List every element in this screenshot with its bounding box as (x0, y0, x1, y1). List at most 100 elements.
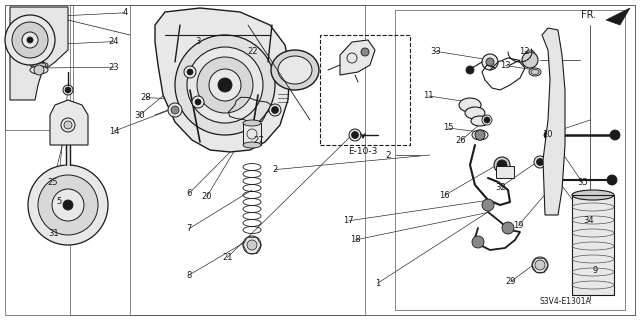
Text: 34: 34 (584, 216, 594, 225)
Circle shape (247, 129, 257, 139)
Circle shape (168, 103, 182, 117)
Circle shape (247, 240, 257, 250)
Circle shape (349, 129, 361, 141)
Circle shape (27, 37, 33, 43)
Text: 6: 6 (186, 189, 191, 198)
Text: 1: 1 (375, 279, 380, 288)
Circle shape (34, 65, 44, 75)
Bar (243, 123, 261, 145)
Circle shape (184, 66, 196, 78)
Text: 30: 30 (134, 111, 145, 120)
Text: 35: 35 (577, 178, 588, 187)
Circle shape (482, 115, 492, 125)
Circle shape (482, 199, 494, 211)
Text: 23: 23 (109, 63, 119, 72)
Circle shape (351, 132, 358, 139)
Circle shape (32, 33, 46, 47)
Circle shape (192, 96, 204, 108)
Circle shape (536, 158, 543, 165)
Circle shape (63, 200, 73, 210)
Circle shape (28, 165, 108, 245)
Text: 28: 28 (141, 93, 151, 102)
Circle shape (171, 106, 179, 114)
Circle shape (269, 104, 281, 116)
Text: 10: 10 (542, 130, 552, 139)
Circle shape (195, 99, 201, 105)
Text: 22: 22 (248, 47, 258, 56)
Circle shape (532, 257, 548, 273)
Circle shape (22, 32, 38, 48)
Text: S3V4-E1301A: S3V4-E1301A (539, 298, 591, 307)
Polygon shape (155, 8, 290, 152)
Ellipse shape (243, 142, 261, 148)
Text: 12: 12 (520, 47, 530, 56)
Text: 4: 4 (122, 8, 127, 17)
Circle shape (271, 107, 278, 114)
Text: 8: 8 (186, 271, 191, 280)
Circle shape (549, 184, 557, 192)
Circle shape (475, 130, 485, 140)
Ellipse shape (30, 62, 48, 68)
Circle shape (535, 260, 545, 270)
Circle shape (218, 78, 232, 92)
Text: 32: 32 (495, 183, 506, 192)
Circle shape (494, 157, 510, 173)
Text: 26: 26 (456, 136, 466, 145)
Circle shape (12, 22, 48, 58)
Ellipse shape (278, 56, 312, 84)
Polygon shape (340, 40, 375, 75)
Ellipse shape (243, 120, 261, 126)
Circle shape (482, 54, 498, 70)
Text: 17: 17 (344, 216, 354, 225)
Circle shape (61, 118, 75, 132)
Polygon shape (606, 8, 630, 25)
Circle shape (5, 15, 55, 65)
Text: 19: 19 (513, 221, 524, 230)
Polygon shape (10, 7, 68, 100)
Text: 2: 2 (385, 150, 391, 159)
Text: 5: 5 (56, 197, 61, 206)
Text: 29: 29 (506, 277, 516, 286)
Circle shape (607, 175, 617, 185)
Bar (320, 35, 410, 145)
Circle shape (175, 35, 275, 135)
Text: 31: 31 (48, 229, 58, 238)
Text: 33: 33 (430, 47, 440, 56)
Circle shape (187, 47, 263, 123)
Bar (572, 195, 614, 295)
Text: 20: 20 (202, 192, 212, 201)
Circle shape (52, 189, 84, 221)
Circle shape (209, 69, 241, 101)
Circle shape (472, 236, 484, 248)
Circle shape (525, 50, 535, 60)
Text: 13: 13 (500, 61, 511, 70)
Text: 25: 25 (48, 178, 58, 187)
Circle shape (243, 236, 261, 254)
Bar (395, 10, 625, 310)
Ellipse shape (32, 63, 46, 67)
Circle shape (522, 52, 538, 68)
Circle shape (361, 48, 369, 56)
Circle shape (38, 175, 98, 235)
Circle shape (544, 131, 552, 139)
Circle shape (534, 156, 546, 168)
Circle shape (35, 36, 43, 44)
Circle shape (610, 130, 620, 140)
Circle shape (502, 222, 514, 234)
Circle shape (64, 121, 72, 129)
Text: 24: 24 (109, 37, 119, 46)
Text: 7: 7 (186, 224, 191, 233)
Ellipse shape (465, 107, 485, 119)
Text: 15: 15 (443, 124, 453, 132)
Bar (5, 5, 73, 130)
Text: 18: 18 (350, 236, 360, 244)
Circle shape (197, 57, 253, 113)
Circle shape (65, 87, 71, 93)
Text: 14: 14 (109, 127, 119, 136)
Ellipse shape (572, 190, 614, 200)
Text: 27: 27 (254, 136, 264, 145)
Circle shape (551, 176, 559, 184)
Ellipse shape (531, 69, 539, 75)
Polygon shape (50, 100, 88, 145)
Circle shape (466, 66, 474, 74)
